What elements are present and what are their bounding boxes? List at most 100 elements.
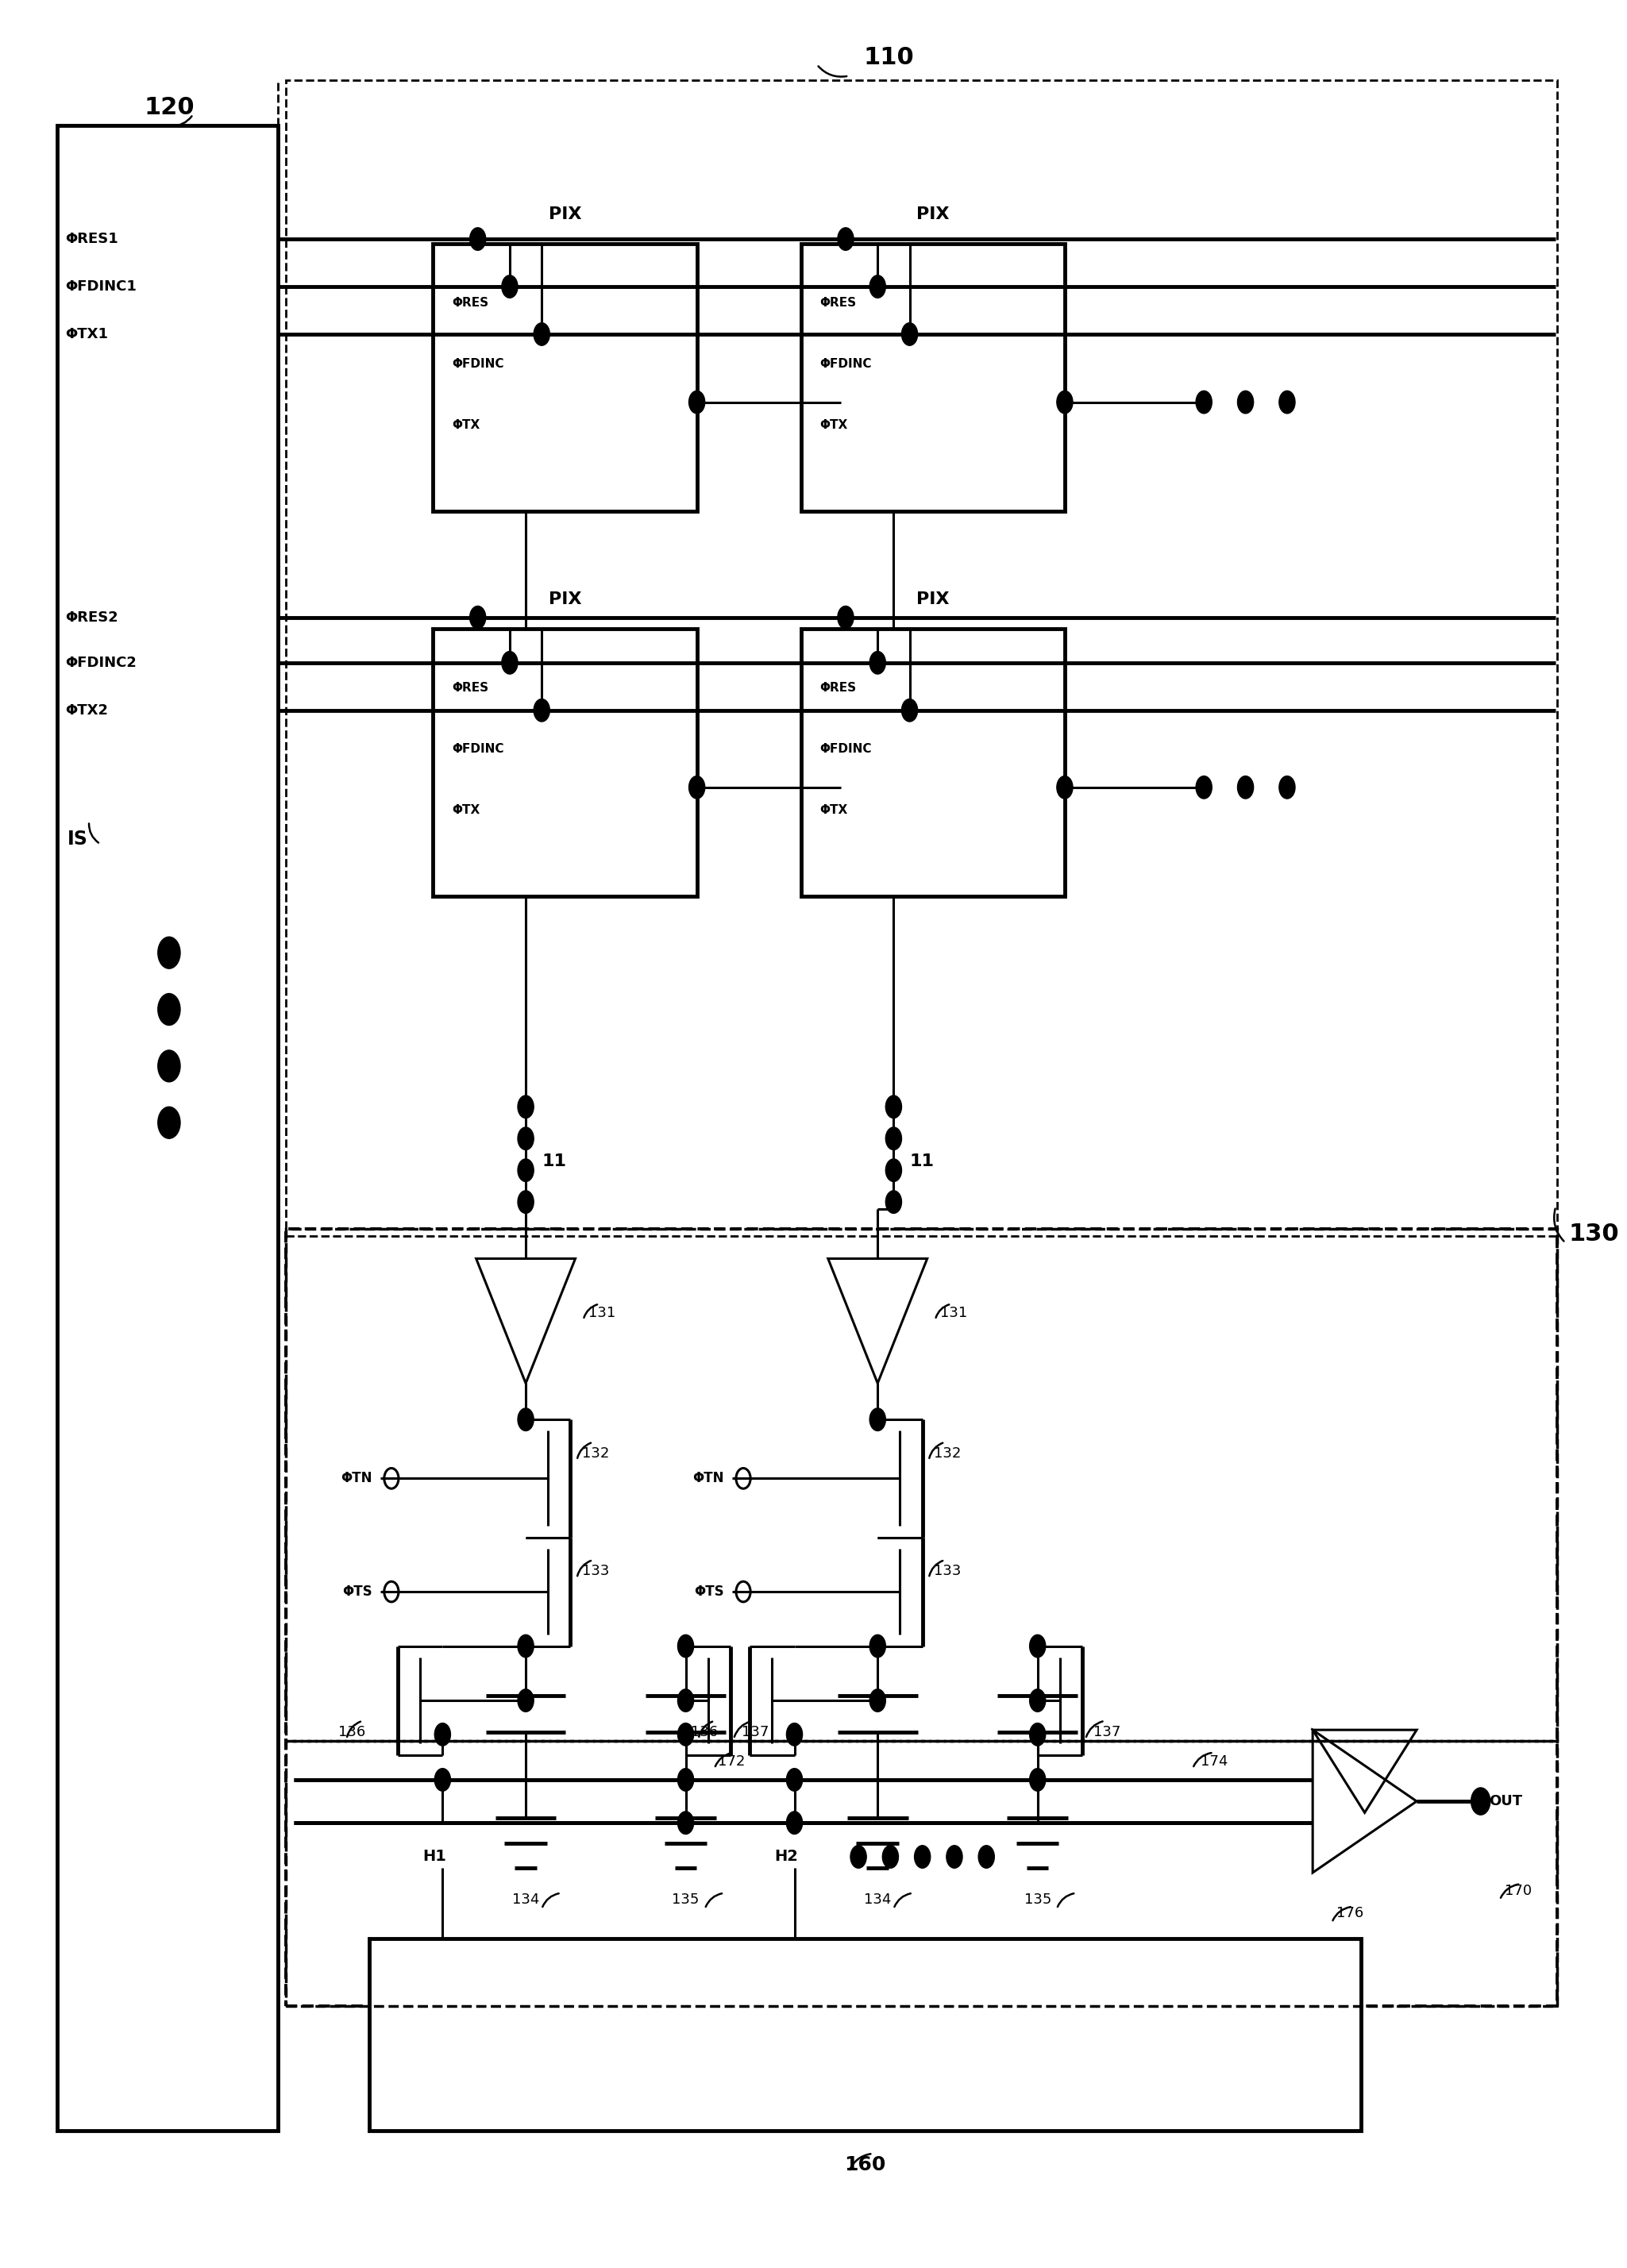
Circle shape xyxy=(869,274,885,297)
Text: PIX: PIX xyxy=(548,592,581,608)
Circle shape xyxy=(517,1191,534,1213)
Circle shape xyxy=(1279,390,1295,413)
Circle shape xyxy=(1279,776,1295,798)
Circle shape xyxy=(688,390,704,413)
Circle shape xyxy=(158,993,181,1025)
Text: 133: 133 xyxy=(582,1565,608,1579)
Circle shape xyxy=(1030,1690,1046,1712)
Circle shape xyxy=(434,1724,451,1746)
Text: 131: 131 xyxy=(940,1306,966,1320)
Circle shape xyxy=(517,1095,534,1118)
Bar xyxy=(286,1742,1557,2007)
Bar xyxy=(286,1229,1557,1742)
Bar xyxy=(369,1939,1360,2132)
Text: ΦRES: ΦRES xyxy=(820,683,857,694)
Text: ΦTX: ΦTX xyxy=(452,420,480,431)
Text: H2: H2 xyxy=(774,1848,799,1864)
Circle shape xyxy=(885,1095,901,1118)
Text: ΦFDINC: ΦFDINC xyxy=(452,744,504,755)
Circle shape xyxy=(678,1812,693,1835)
Circle shape xyxy=(786,1769,802,1792)
Circle shape xyxy=(869,651,885,674)
Circle shape xyxy=(885,1159,901,1182)
Text: 160: 160 xyxy=(844,2155,885,2175)
Circle shape xyxy=(534,322,550,345)
Circle shape xyxy=(882,1846,898,1869)
Text: 170: 170 xyxy=(1505,1885,1531,1898)
Text: 137: 137 xyxy=(742,1726,770,1740)
Bar xyxy=(800,243,1064,510)
Text: ΦTS: ΦTS xyxy=(695,1585,724,1599)
Text: 135: 135 xyxy=(672,1894,700,1907)
Circle shape xyxy=(978,1846,994,1869)
Circle shape xyxy=(470,227,486,249)
Bar xyxy=(57,125,278,2132)
Text: 134: 134 xyxy=(513,1894,540,1907)
Circle shape xyxy=(1196,776,1212,798)
Text: 137: 137 xyxy=(1093,1726,1121,1740)
Circle shape xyxy=(838,606,854,628)
Text: ΦRES: ΦRES xyxy=(452,297,488,308)
Circle shape xyxy=(501,274,517,297)
Circle shape xyxy=(517,1690,534,1712)
Text: ΦFDINC: ΦFDINC xyxy=(820,744,872,755)
Circle shape xyxy=(688,776,704,798)
Circle shape xyxy=(1058,390,1072,413)
Text: 132: 132 xyxy=(582,1447,608,1461)
Circle shape xyxy=(678,1635,693,1658)
Circle shape xyxy=(1030,1769,1046,1792)
Circle shape xyxy=(869,1635,885,1658)
Text: ΦFDINC: ΦFDINC xyxy=(452,358,504,370)
Circle shape xyxy=(158,1107,181,1139)
Text: 135: 135 xyxy=(1023,1894,1051,1907)
Circle shape xyxy=(517,1127,534,1150)
Circle shape xyxy=(947,1846,963,1869)
Circle shape xyxy=(517,1635,534,1658)
Text: 176: 176 xyxy=(1337,1907,1363,1921)
Circle shape xyxy=(1238,390,1253,413)
Text: 134: 134 xyxy=(864,1894,892,1907)
Text: ΦRES: ΦRES xyxy=(452,683,488,694)
Circle shape xyxy=(517,1159,534,1182)
Circle shape xyxy=(678,1724,693,1746)
Circle shape xyxy=(869,1690,885,1712)
Circle shape xyxy=(786,1724,802,1746)
Circle shape xyxy=(851,1846,867,1869)
Text: ΦFDINC1: ΦFDINC1 xyxy=(65,279,137,295)
Text: 130: 130 xyxy=(1568,1222,1619,1245)
Circle shape xyxy=(158,937,181,968)
Text: 110: 110 xyxy=(864,45,914,70)
Circle shape xyxy=(1196,390,1212,413)
Text: ΦRES: ΦRES xyxy=(820,297,857,308)
Text: ΦTX2: ΦTX2 xyxy=(65,703,107,717)
Circle shape xyxy=(517,1408,534,1431)
Circle shape xyxy=(1058,776,1072,798)
Text: ΦRES1: ΦRES1 xyxy=(65,231,119,247)
Text: ΦTX: ΦTX xyxy=(820,420,848,431)
Circle shape xyxy=(786,1812,802,1835)
Bar xyxy=(286,79,1557,1236)
Circle shape xyxy=(1238,776,1253,798)
Text: 11: 11 xyxy=(542,1152,566,1168)
Text: ΦTN: ΦTN xyxy=(340,1472,373,1486)
Text: OUT: OUT xyxy=(1489,1794,1523,1808)
Text: ΦTX1: ΦTX1 xyxy=(65,327,107,340)
Text: ΦTN: ΦTN xyxy=(693,1472,724,1486)
Circle shape xyxy=(869,1408,885,1431)
Text: PIX: PIX xyxy=(916,206,949,222)
Text: ΦTS: ΦTS xyxy=(342,1585,373,1599)
Text: 120: 120 xyxy=(143,95,194,120)
Circle shape xyxy=(1471,1787,1490,1814)
Circle shape xyxy=(901,322,918,345)
Circle shape xyxy=(434,1769,451,1792)
Circle shape xyxy=(534,699,550,721)
Circle shape xyxy=(470,606,486,628)
Text: 131: 131 xyxy=(587,1306,615,1320)
Circle shape xyxy=(885,1127,901,1150)
Text: ΦRES2: ΦRES2 xyxy=(65,610,119,624)
Circle shape xyxy=(1030,1724,1046,1746)
Text: PIX: PIX xyxy=(548,206,581,222)
Text: 172: 172 xyxy=(718,1755,745,1769)
Text: 133: 133 xyxy=(934,1565,962,1579)
Circle shape xyxy=(838,227,854,249)
